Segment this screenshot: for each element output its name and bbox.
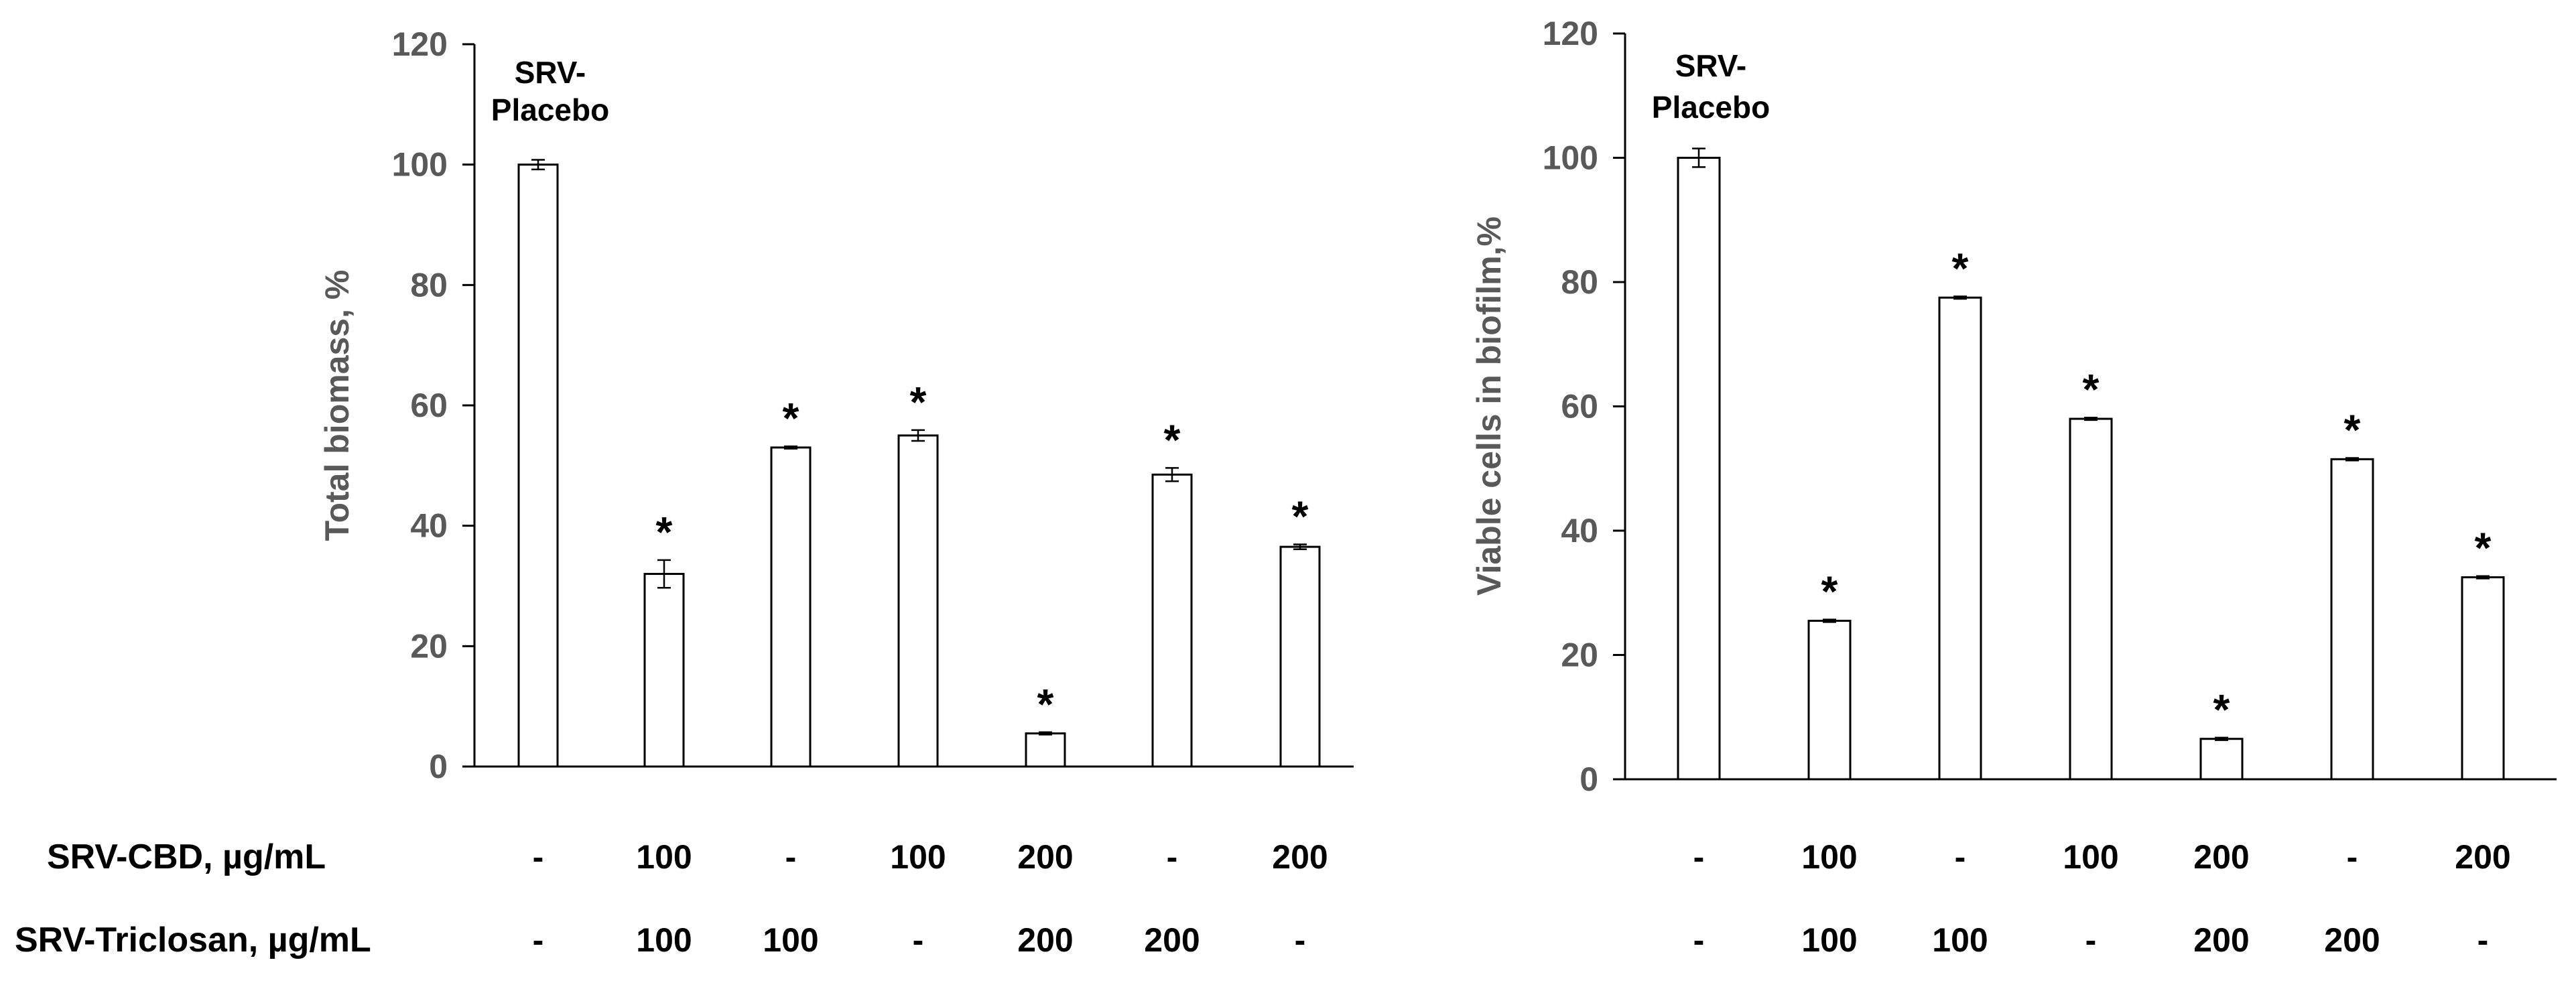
condition-value-triclosan: -	[2085, 921, 2097, 959]
significance-star: *	[1821, 568, 1838, 616]
condition-value-cbd: 200	[2455, 838, 2510, 876]
bar	[1938, 296, 1982, 781]
row-label-cbd: SRV-CBD, µg/mL	[47, 838, 326, 876]
placebo-annotation: Placebo	[1652, 90, 1770, 125]
condition-value-triclosan: 100	[636, 921, 692, 959]
significance-star: *	[1292, 492, 1309, 541]
y-axis-title: Viable cells in biofilm,%	[1470, 216, 1508, 596]
bar	[1025, 732, 1066, 768]
condition-value-triclosan: 100	[763, 921, 818, 959]
bar	[1807, 619, 1852, 781]
condition-value-cbd: 200	[2193, 838, 2249, 876]
condition-value-cbd: -	[1955, 838, 1966, 876]
row-label-triclosan: SRV-Triclosan, µg/mL	[15, 921, 371, 959]
condition-value-cbd: 200	[1272, 838, 1328, 876]
bar	[2199, 738, 2244, 781]
condition-value-cbd: -	[2347, 838, 2358, 876]
bar	[770, 446, 812, 768]
y-tick-label: 80	[410, 266, 448, 304]
placebo-annotation: Placebo	[491, 92, 609, 127]
bar	[1279, 545, 1321, 768]
condition-value-triclosan: -	[2477, 921, 2489, 959]
condition-value-cbd: 100	[2063, 838, 2118, 876]
y-axis-title: Total biomass, %	[318, 270, 356, 541]
y-tick-label: 100	[392, 146, 448, 184]
condition-value-cbd: 100	[1801, 838, 1857, 876]
significance-star: *	[1164, 415, 1181, 464]
bar	[2330, 458, 2374, 781]
placebo-annotation: SRV-	[1675, 48, 1747, 83]
condition-value-triclosan: -	[1693, 921, 1705, 959]
significance-star: *	[1952, 244, 1969, 292]
bar	[897, 434, 939, 768]
y-tick-label: 40	[1561, 512, 1598, 549]
bar	[1677, 157, 1721, 781]
significance-star: *	[2083, 365, 2100, 413]
y-tick-label: 0	[429, 748, 448, 785]
condition-value-cbd: 200	[1017, 838, 1073, 876]
condition-table: SRV-CBD, µg/mL SRV-Triclosan, µg/mL - 100…	[15, 838, 2511, 959]
y-tick-label: 60	[410, 387, 448, 424]
y-tick-label: 20	[1561, 637, 1598, 674]
significance-star: *	[910, 378, 927, 426]
y-tick-label: 120	[392, 25, 448, 63]
condition-value-triclosan: 200	[2193, 921, 2249, 959]
significance-star: *	[2213, 685, 2230, 734]
condition-value-cbd: -	[785, 838, 797, 876]
bar	[2069, 417, 2113, 781]
condition-value-triclosan: 200	[1144, 921, 1200, 959]
condition-value-triclosan: 200	[1017, 921, 1073, 959]
chart-total-biomass: 0 20 40 60 80 100 120 Total biomass, % * * * * * * SRV…	[318, 25, 1354, 785]
y-tick-label: 120	[1543, 15, 1598, 52]
condition-value-triclosan: -	[533, 921, 544, 959]
condition-value-cbd: -	[1693, 838, 1705, 876]
y-tick-label: 80	[1561, 263, 1598, 301]
condition-value-cbd: 100	[636, 838, 692, 876]
bar	[1151, 473, 1193, 768]
bar	[643, 573, 685, 768]
chart-viable-cells: 0 20 40 60 80 100 120 Viable cells in biofilm,%…	[1470, 15, 2557, 798]
significance-star: *	[2475, 524, 2492, 572]
y-tick-label: 20	[410, 627, 448, 665]
y-tick-label: 40	[410, 507, 448, 545]
condition-value-triclosan: 100	[1801, 921, 1857, 959]
condition-value-cbd: -	[1167, 838, 1178, 876]
bar	[517, 163, 559, 768]
significance-star: *	[1037, 680, 1054, 728]
y-tick-label: 100	[1543, 139, 1598, 177]
bar	[2461, 576, 2505, 781]
condition-value-triclosan: 200	[2324, 921, 2380, 959]
condition-value-cbd: 100	[890, 838, 946, 876]
y-tick-label: 60	[1561, 388, 1598, 425]
significance-star: *	[2344, 405, 2361, 454]
placebo-annotation: SRV-	[515, 55, 586, 90]
y-tick-label: 0	[1580, 760, 1598, 798]
condition-value-triclosan: -	[913, 921, 924, 959]
condition-cells: - 100 - 100 200 - 200 - 100 100 - 200 200 - - 100 - 100 20…	[533, 838, 2511, 959]
significance-star: *	[656, 508, 673, 556]
significance-star: *	[783, 394, 799, 442]
condition-value-triclosan: -	[1295, 921, 1306, 959]
condition-value-triclosan: 100	[1932, 921, 1988, 959]
condition-value-cbd: -	[533, 838, 544, 876]
